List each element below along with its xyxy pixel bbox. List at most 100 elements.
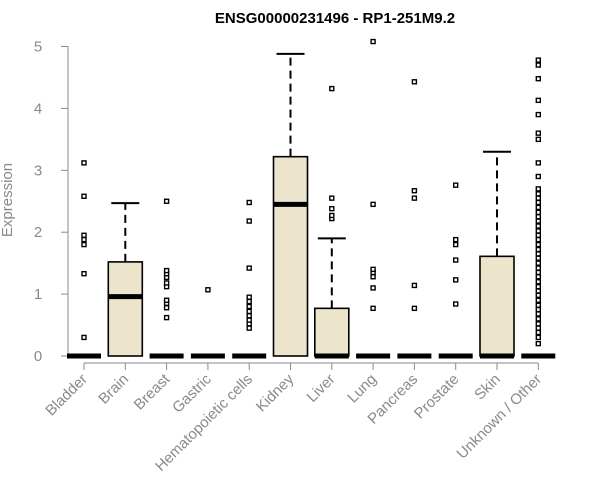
outlier-point [163,305,170,311]
outlier-point [535,160,541,166]
outlier-point [535,311,541,317]
outlier-point [453,257,459,263]
y-axis-label: Expression [0,163,16,237]
plot-area [67,38,556,359]
outlier-point [535,316,541,322]
outlier-point [535,340,541,347]
outlier-point [535,321,541,327]
outlier-point [81,241,87,248]
outlier-point [535,274,541,280]
box-bladder [67,160,101,359]
outlier-point [535,241,541,248]
outlier-point [535,223,541,229]
outlier-point [535,97,541,104]
outlier-point [535,204,541,211]
outlier-point [535,191,541,197]
outlier-point [453,301,459,307]
x-tick-label: Bladder [42,371,91,420]
outlier-point [535,130,541,136]
outlier-point [535,325,541,331]
outlier-point [246,218,252,224]
outlier-point [246,303,252,310]
outlier-point [535,228,541,234]
outlier-point [535,111,541,118]
box-lung [356,38,391,359]
box-breast [149,198,184,359]
box-iqr [272,155,309,357]
y-tick-label: 2 [34,224,42,241]
outlier-point [535,255,541,261]
box-pancreas [397,79,432,359]
outlier-point [329,195,335,201]
x-tick-label: Brain [95,371,132,408]
outlier-point [535,186,541,192]
y-tick-label: 1 [34,286,42,303]
box-prostate [438,182,473,359]
box-kidney [272,52,309,357]
outlier-point [81,270,87,277]
x-tick-label: Prostate [411,371,463,423]
outlier-point [535,265,541,271]
outlier-point [535,232,541,238]
outlier-point [329,85,335,92]
outlier-point [329,212,335,219]
outlier-point [535,75,541,82]
outlier-point [163,267,170,274]
outlier-point [246,298,252,305]
outlier-point [411,79,418,85]
outlier-point [535,209,541,216]
outlier-point [411,282,418,289]
outlier-point [535,302,541,308]
x-tick-label: Breast [131,370,174,413]
outlier-point [535,306,541,313]
outlier-point [163,314,170,321]
outlier-point [246,265,252,271]
y-axis: 0 1 2 3 4 5 [34,39,69,365]
outlier-point [535,246,541,253]
outlier-point [535,334,541,341]
outlier-point [329,205,335,212]
x-tick-label: Lung [344,371,380,407]
box-iqr [479,255,515,357]
outlier-point [246,325,252,331]
outlier-point [535,214,541,220]
box-iqr [107,261,144,357]
outlier-point [535,62,541,68]
outlier-point [535,269,541,276]
outlier-point [205,287,211,293]
outlier-point [535,329,541,336]
outlier-point [246,308,252,315]
outlier-point [535,260,541,266]
outlier-point [246,294,252,300]
box-unknown-other [521,57,556,359]
outlier-point [81,236,87,243]
outlier-point [535,279,541,285]
box-gastric [190,287,225,359]
outlier-point [370,274,376,280]
outlier-point [453,241,459,248]
box-skin [479,150,515,359]
box-brain [107,202,144,357]
y-tick-label: 0 [34,348,42,365]
outlier-point [535,297,541,303]
outlier-point [411,195,418,201]
outlier-point [453,277,459,283]
x-tick-label: Liver [304,371,339,406]
outlier-point [81,334,87,341]
outlier-point [370,38,376,45]
outlier-point [163,297,170,303]
y-tick-label: 3 [34,162,42,179]
outlier-point [163,198,170,204]
outlier-point [535,251,541,257]
outlier-point [370,285,376,291]
outlier-point [535,292,541,299]
outlier-point [453,182,459,188]
outlier-point [370,201,376,208]
outlier-point [163,280,170,286]
outlier-point [246,199,252,206]
outlier-point [535,236,541,243]
outlier-point [453,236,459,243]
outlier-point [81,232,87,238]
outlier-point [411,188,418,194]
